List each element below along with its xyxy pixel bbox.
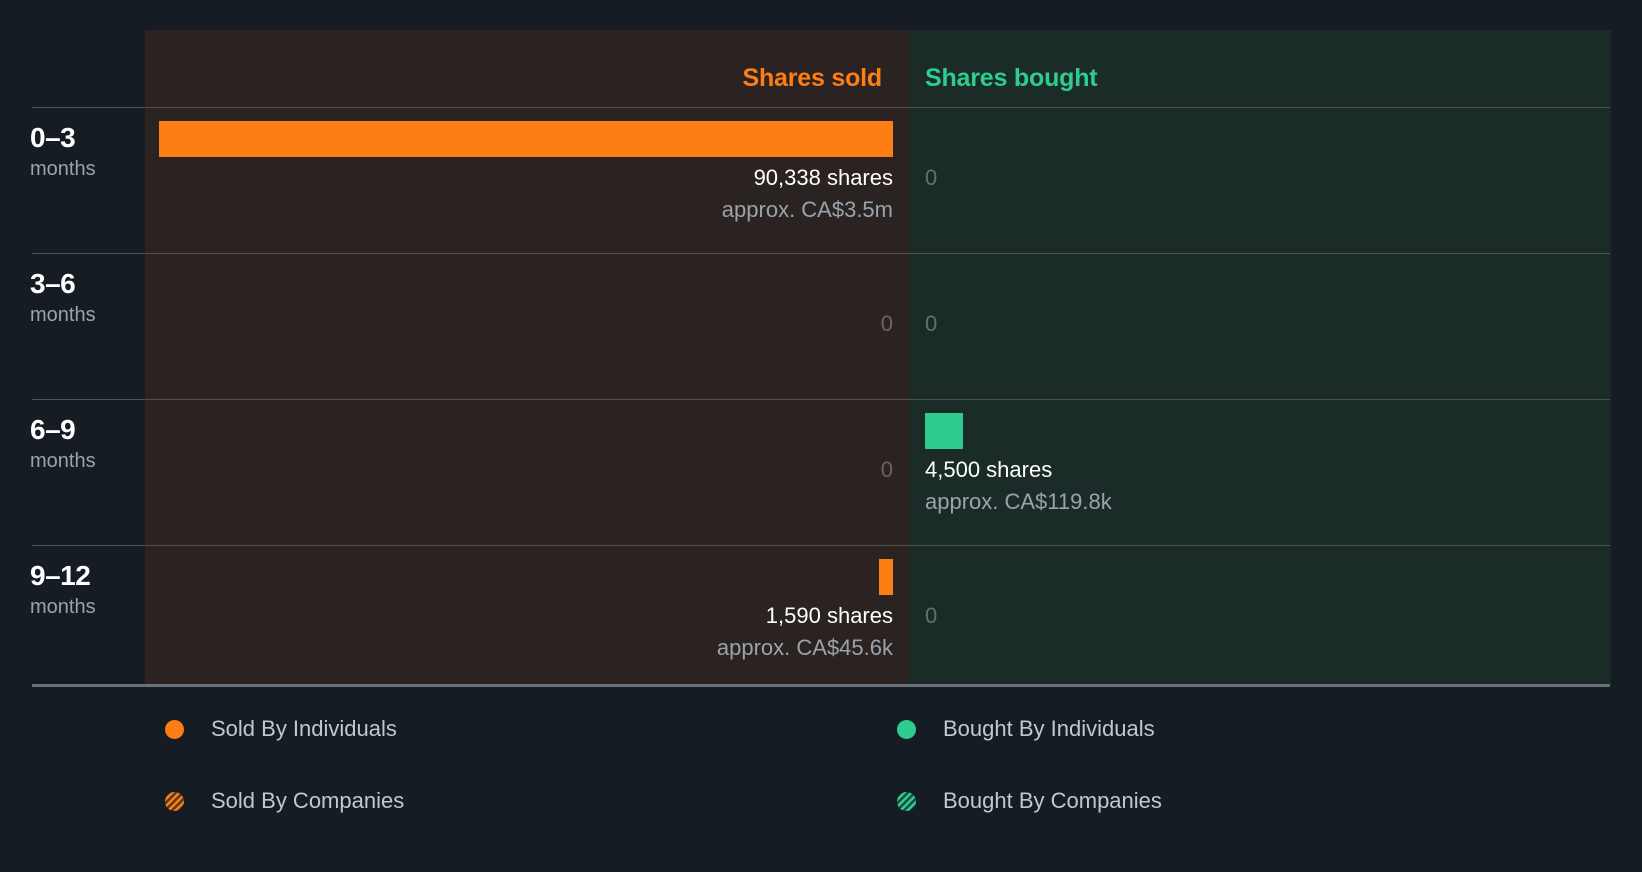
row-axis-label: 6–9 months: [30, 413, 140, 475]
sold-approx-value: approx. CA$45.6k: [716, 635, 893, 660]
row-period: 0–3: [30, 122, 76, 153]
shares-bought-header: Shares bought: [925, 64, 1098, 92]
row-unit: months: [30, 450, 96, 472]
bought-bar-zone: [925, 413, 963, 449]
legend-item-bought-by-companies[interactable]: Bought By Companies: [897, 789, 1162, 813]
sold-value-block: 90,338 shares approx. CA$3.5m: [722, 163, 893, 227]
row-unit: months: [30, 158, 96, 180]
chart-header: Shares sold Shares bought: [0, 30, 1642, 107]
shares-sold-header: Shares sold: [742, 64, 882, 92]
solid-circle-green-icon: [897, 719, 916, 739]
bought-value-block: 0: [925, 309, 937, 339]
sold-approx-value: approx. CA$3.5m: [721, 197, 893, 222]
bought-approx-value: approx. CA$119.8k: [925, 489, 1112, 514]
row-separator: [32, 545, 1610, 546]
sold-bar[interactable]: [879, 559, 893, 595]
bought-zero-value: 0: [925, 165, 938, 190]
chart-legend: Sold By Individuals Sold By Companies Bo…: [0, 700, 1642, 872]
row-separator: [32, 253, 1610, 254]
sold-bar[interactable]: [159, 121, 893, 157]
hatched-circle-green-icon: [897, 791, 916, 811]
legend-item-sold-by-companies[interactable]: Sold By Companies: [165, 789, 404, 813]
bought-zero-value: 0: [925, 603, 938, 628]
sold-zero-value: 0: [880, 311, 893, 336]
bought-shares-value: 4,500 shares: [925, 457, 1053, 482]
sold-bar-zone: [879, 559, 893, 595]
sold-value-block: 0: [881, 309, 893, 339]
legend-item-bought-by-individuals[interactable]: Bought By Individuals: [897, 717, 1155, 741]
row-axis-label: 0–3 months: [30, 121, 140, 183]
row-period: 9–12: [30, 560, 91, 591]
bought-bar[interactable]: [925, 413, 963, 449]
chart-area: Shares sold Shares bought 0–3 months 90,…: [0, 30, 1642, 691]
bought-zero-value: 0: [925, 311, 938, 336]
legend-label: Sold By Individuals: [211, 716, 397, 741]
sold-zero-value: 0: [880, 457, 893, 482]
row-axis-label: 3–6 months: [30, 267, 140, 329]
row-unit: months: [30, 596, 96, 618]
bought-value-block: 0: [925, 601, 937, 631]
row-axis-label: 9–12 months: [30, 559, 140, 621]
legend-label: Bought By Companies: [943, 788, 1162, 813]
legend-item-sold-by-individuals[interactable]: Sold By Individuals: [165, 717, 397, 741]
bought-value-block: 0: [925, 163, 937, 193]
row-separator: [32, 107, 1610, 108]
row-separator: [32, 399, 1610, 400]
table-row: 0–3 months 90,338 shares approx. CA$3.5m…: [0, 107, 1642, 253]
sold-shares-value: 90,338 shares: [753, 165, 893, 190]
row-period: 3–6: [30, 268, 76, 299]
sold-shares-value: 1,590 shares: [765, 603, 893, 628]
sold-value-block: 1,590 shares approx. CA$45.6k: [717, 601, 893, 665]
legend-label: Sold By Companies: [211, 788, 405, 813]
row-period: 6–9: [30, 414, 76, 445]
sold-bar-zone: [159, 121, 893, 157]
row-unit: months: [30, 304, 96, 326]
table-row: 3–6 months 0 0: [0, 253, 1642, 399]
bought-value-block: 4,500 shares approx. CA$119.8k: [925, 455, 1112, 519]
bottom-axis-line: [32, 684, 1610, 687]
shares-bought-column-background: [909, 30, 1611, 685]
sold-value-block: 0: [881, 455, 893, 485]
solid-circle-orange-icon: [165, 719, 184, 739]
legend-label: Bought By Individuals: [943, 716, 1155, 741]
hatched-circle-orange-icon: [165, 791, 184, 811]
table-row: 9–12 months 1,590 shares approx. CA$45.6…: [0, 545, 1642, 691]
table-row: 6–9 months 0 4,500 shares approx. CA$119…: [0, 399, 1642, 545]
